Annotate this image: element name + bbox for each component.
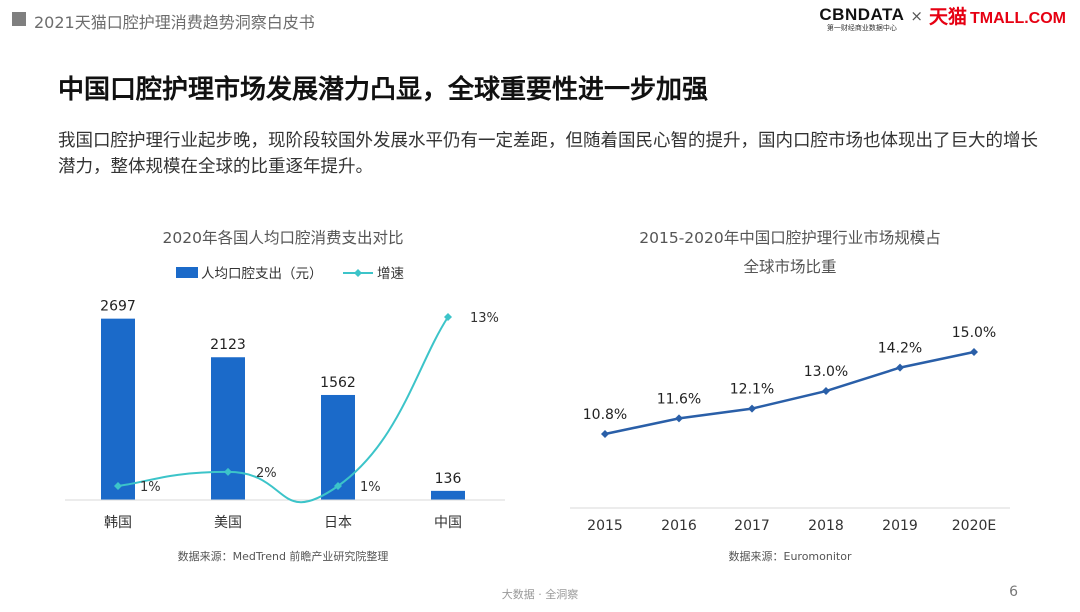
cbndata-logo-text: CBNDATA [819,5,905,24]
legend-bar-swatch [176,267,198,278]
x-label-韩国: 韩国 [104,515,132,531]
chart1-bars: 2697 2123 1562 136 [100,299,465,500]
share-marker-2019 [896,363,904,372]
x-label-2019: 2019 [882,518,918,534]
growth-marker-美国 [224,467,232,476]
share-marker-2018 [822,387,830,396]
page-number: 6 [1009,584,1018,600]
chart2-title-line2: 全球市场比重 [743,258,836,276]
growth-line [117,316,449,504]
share-value-label: 15.0% [952,325,996,341]
per-capita-chart: 2020年各国人均口腔消费支出对比 人均口腔支出（元） 增速 269721231… [65,229,505,563]
chart1-title: 2020年各国人均口腔消费支出对比 [163,229,404,247]
x-label-日本: 日本 [324,515,352,531]
share-marker-2016 [675,414,683,423]
chart1-growth-series: 1% 2% 1% 13% [114,311,499,504]
tmall-logo-en: TMALL.COM [970,10,1066,27]
x-label-2018: 2018 [808,518,844,534]
chart2-title-line1: 2015-2020年中国口腔护理行业市场规模占 [639,229,941,247]
x-label-美国: 美国 [214,515,242,531]
x-label-中国: 中国 [434,515,462,531]
cbndata-logo: CBNDATA 第一财经商业数据中心 [819,6,904,33]
cbndata-logo-subtext: 第一财经商业数据中心 [826,24,897,32]
legend-growth-label: 增速 [377,266,404,282]
bar-value-label: 136 [435,471,462,487]
growth-value-label: 13% [470,311,499,326]
share-value-label: 11.6% [657,391,701,407]
chart2-x-labels: 2015 2016 2017 2018 2019 2020E [587,518,996,534]
report-title: 2021天猫口腔护理消费趋势洞察白皮书 [34,13,315,32]
growth-marker-韩国 [114,482,122,490]
growth-value-label: 1% [360,480,381,495]
bar-中国 [431,490,465,500]
share-marker-2020E [970,348,978,356]
logo-separator: × [910,7,923,25]
share-marker-2017 [748,404,756,413]
chart1-legend: 人均口腔支出（元） 增速 [176,266,404,282]
footer-tagline: 大数据 · 全洞察 [501,588,579,601]
bar-value-label: 2697 [100,299,136,315]
share-value-label: 12.1% [730,382,774,398]
tmall-logo-cn: 天猫 [929,6,968,28]
x-label-2015: 2015 [587,518,623,534]
chart2-line-series: 10.8% 11.6% 12.1% 13.0% 14.2% 15.0% [583,325,996,438]
share-line [604,350,975,436]
chart1-x-labels: 韩国 美国 日本 中国 [104,515,462,531]
growth-marker-中国 [444,313,452,321]
x-label-2017: 2017 [734,518,770,534]
share-value-label: 13.0% [804,364,848,380]
x-label-2020E: 2020E [952,518,996,534]
slide-title: 中国口腔护理市场发展潜力凸显，全球重要性进一步加强 [58,75,709,105]
legend-bar-label: 人均口腔支出（元） [201,266,323,282]
share-value-label: 14.2% [878,341,922,357]
bar-value-label: 2123 [210,337,246,353]
slide-description: 我国口腔护理行业起步晚，现阶段较国外发展水平仍有一定差距，但随着国民心智的提升，… [58,131,1038,177]
legend-growth-marker [354,269,362,277]
bar-韩国 [101,318,135,500]
brand-logos: CBNDATA 第一财经商业数据中心 × 天猫 TMALL.COM [819,6,1066,33]
header-marker [12,12,26,26]
x-label-2016: 2016 [661,518,697,534]
bar-value-label: 1562 [320,375,356,391]
growth-value-label: 2% [256,466,277,481]
share-value-label: 10.8% [583,407,627,423]
share-marker-2015 [601,430,609,438]
bar-美国 [211,357,245,500]
growth-marker-日本 [334,482,342,490]
tmall-logo: 天猫 TMALL.COM [929,6,1066,30]
chart2-source: 数据来源：Euromonitor [729,549,852,563]
growth-value-label: 1% [140,480,161,495]
market-share-chart: 2015-2020年中国口腔护理行业市场规模占 全球市场比重 10.8% 11.6… [570,229,1010,563]
chart1-source: 数据来源：MedTrend 前瞻产业研究院整理 [178,549,389,563]
